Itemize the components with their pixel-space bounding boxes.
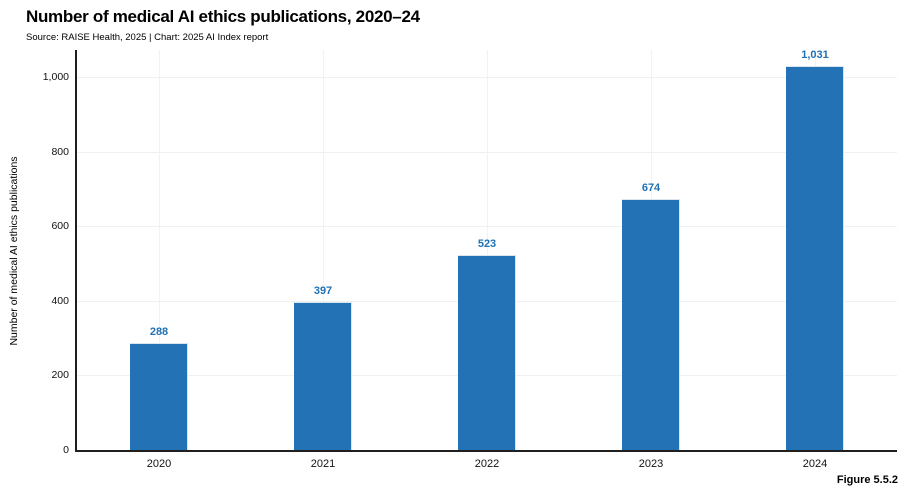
vertical-gridline xyxy=(159,50,160,450)
bar-2023 xyxy=(622,198,680,450)
vertical-gridline xyxy=(487,50,488,450)
figure-number-label: Figure 5.5.2 xyxy=(836,474,898,486)
bar-chart-plot-area: 288 397 523 674 1,031 0 200 400 600 800 1,000 2020… xyxy=(43,48,897,470)
vertical-gridline xyxy=(323,50,324,450)
bar-2024 xyxy=(786,65,844,450)
bar-2020 xyxy=(130,342,188,450)
bar-value-label: 1,031 xyxy=(801,48,829,61)
y-axis-title: Number of medical AI ethics publications xyxy=(8,156,20,346)
bar-value-label: 523 xyxy=(477,238,497,251)
y-axis-tick-label: 1,000 xyxy=(42,71,69,84)
y-axis-line xyxy=(75,50,77,452)
x-axis-tick-label: 2021 xyxy=(310,458,336,470)
y-axis-tick-label: 200 xyxy=(51,369,69,382)
y-axis-tick-label: 400 xyxy=(51,294,69,307)
x-axis-line xyxy=(75,450,897,452)
x-axis-tick-label: 2024 xyxy=(802,458,828,470)
x-axis-tick-label: 2020 xyxy=(146,458,172,470)
x-axis-tick-label: 2023 xyxy=(638,458,664,470)
y-axis-tick-label: 0 xyxy=(63,444,69,456)
bar-2022 xyxy=(458,255,516,450)
chart-title: Number of medical AI ethics publications… xyxy=(26,7,420,26)
y-axis-tick-label: 600 xyxy=(51,220,69,233)
bar-value-label: 674 xyxy=(641,181,661,194)
x-axis-tick-label: 2022 xyxy=(474,458,500,470)
bar-value-label: 288 xyxy=(149,325,169,338)
bar-2021 xyxy=(294,302,352,450)
bar-value-label: 397 xyxy=(313,285,333,297)
chart-source-line: Source: RAISE Health, 2025 | Chart: 2025… xyxy=(26,32,269,43)
y-axis-tick-label: 800 xyxy=(51,145,69,158)
